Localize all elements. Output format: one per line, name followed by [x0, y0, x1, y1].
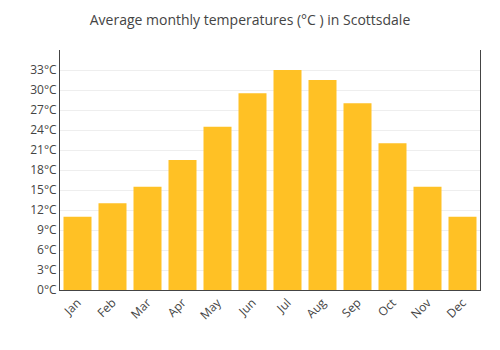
svg-text:33°C: 33°C: [30, 61, 57, 78]
svg-text:Oct: Oct: [374, 294, 400, 320]
svg-text:Jun: Jun: [234, 294, 259, 319]
svg-text:21°C: 21°C: [30, 141, 57, 158]
svg-text:Jan: Jan: [60, 294, 85, 319]
svg-text:Sep: Sep: [338, 294, 365, 321]
svg-text:9°C: 9°C: [37, 221, 57, 238]
svg-text:0°C: 0°C: [37, 281, 57, 298]
svg-text:Average monthly temperatures (: Average monthly temperatures (°C ) in Sc…: [90, 10, 411, 29]
svg-text:Dec: Dec: [443, 294, 470, 321]
svg-text:Nov: Nov: [407, 294, 435, 322]
svg-text:Jul: Jul: [272, 294, 294, 316]
svg-text:May: May: [196, 294, 225, 323]
svg-text:Apr: Apr: [164, 294, 190, 320]
svg-text:24°C: 24°C: [30, 121, 57, 138]
svg-text:30°C: 30°C: [30, 81, 57, 98]
svg-text:Aug: Aug: [302, 294, 330, 322]
svg-text:Feb: Feb: [93, 294, 119, 320]
svg-text:15°C: 15°C: [30, 181, 57, 198]
svg-text:Mar: Mar: [127, 294, 155, 322]
svg-text:27°C: 27°C: [30, 101, 57, 118]
svg-text:6°C: 6°C: [37, 241, 57, 258]
svg-text:12°C: 12°C: [30, 201, 57, 218]
svg-text:3°C: 3°C: [37, 261, 57, 278]
svg-text:18°C: 18°C: [30, 161, 57, 178]
